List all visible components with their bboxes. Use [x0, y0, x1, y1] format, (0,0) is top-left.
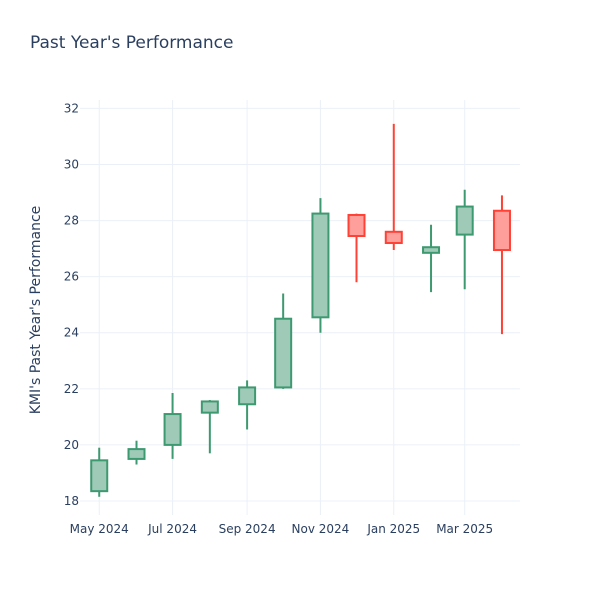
x-tick-labels: May 2024 Jul 2024 Sep 2024 Nov 2024 Jan 2025… — [70, 522, 494, 536]
x-tick-label: Nov 2024 — [292, 522, 350, 536]
candle-body — [238, 386, 257, 406]
y-tick-label: 18 — [64, 494, 79, 508]
gridlines — [80, 100, 520, 515]
x-tick-label: Jan 2025 — [366, 522, 420, 536]
y-tick-label: 28 — [64, 214, 79, 228]
y-tick-label: 30 — [64, 157, 79, 171]
candle-body — [384, 230, 403, 245]
candle-body — [455, 205, 474, 236]
x-tick-label: Sep 2024 — [219, 522, 276, 536]
y-tick-label: 22 — [64, 382, 79, 396]
candle — [311, 198, 330, 333]
candle — [200, 400, 219, 454]
candle-body — [90, 459, 109, 493]
candle — [422, 224, 441, 293]
y-tick-label: 24 — [64, 326, 79, 340]
y-tick-label: 32 — [64, 101, 79, 115]
x-tick-label: Jul 2024 — [147, 522, 197, 536]
candle-body — [347, 213, 366, 237]
y-tick-label: 20 — [64, 438, 79, 452]
chart-title: Past Year's Performance — [30, 33, 234, 53]
candle-body — [274, 317, 293, 389]
candle-body — [163, 413, 182, 446]
candle — [127, 440, 146, 465]
candle — [274, 293, 293, 389]
candle — [384, 123, 403, 251]
candle-body — [311, 212, 330, 319]
x-tick-label: May 2024 — [70, 522, 129, 536]
candle — [492, 195, 511, 335]
candle-body — [127, 448, 146, 460]
y-axis-label: KMI's Past Year's Performance — [28, 206, 44, 415]
candle — [347, 213, 366, 283]
y-tick-labels: 18 20 22 24 26 28 30 32 — [64, 101, 79, 508]
candle — [238, 380, 257, 430]
candle — [90, 447, 109, 497]
candle — [455, 189, 474, 290]
y-tick-label: 26 — [64, 270, 79, 284]
x-tick-label: Mar 2025 — [436, 522, 493, 536]
candle-body — [200, 400, 219, 414]
candles — [90, 123, 511, 497]
candle — [163, 393, 182, 459]
candle-body — [492, 209, 511, 252]
candle-body — [422, 246, 441, 254]
